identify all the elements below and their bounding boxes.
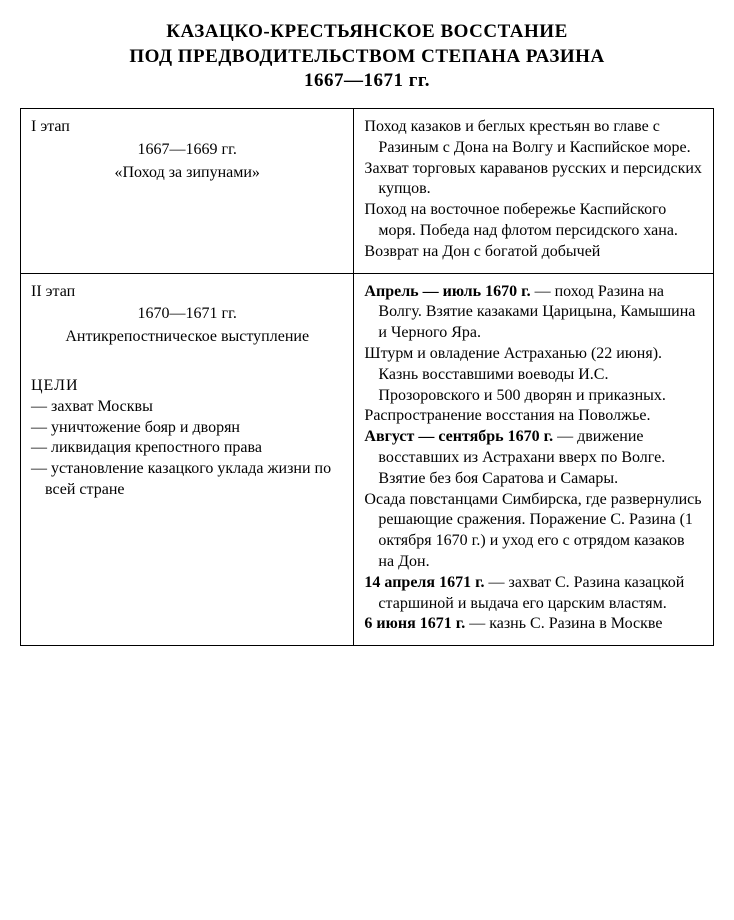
event-bold: 6 июня 1671 г. xyxy=(364,615,465,632)
stage2-subtitle: Антикрепостническое выступление xyxy=(31,327,343,348)
stage2-left-cell: II этап 1670—1671 гг. Антикрепостническо… xyxy=(21,273,354,646)
stage2-event: Осада повстанцами Симбирска, где разверн… xyxy=(364,490,703,573)
goal-item: — захват Москвы xyxy=(31,397,343,418)
title-line-2: ПОД ПРЕДВОДИТЕЛЬСТВОМ СТЕПАНА РАЗИНА xyxy=(20,45,714,70)
goal-item: — уничтожение бояр и дворян xyxy=(31,418,343,439)
event-bold: Апрель — июль 1670 г. xyxy=(364,283,530,300)
event-bold: Август — сентябрь 1670 г. xyxy=(364,428,553,445)
stage2-event: 6 июня 1671 г. — казнь С. Разина в Москв… xyxy=(364,614,703,635)
stage2-label: II этап xyxy=(31,282,343,303)
stage1-label: I этап xyxy=(31,117,343,138)
stage1-subtitle: «Поход за зипунами» xyxy=(31,163,343,184)
event-rest: — казнь С. Разина в Москве xyxy=(465,615,662,632)
stage2-dates: 1670—1671 гг. xyxy=(31,304,343,325)
goal-item: — установление казацкого уклада жизни по… xyxy=(31,459,343,501)
title-line-1: КАЗАЦКО-КРЕСТЬЯНСКОЕ ВОССТАНИЕ xyxy=(20,20,714,45)
stage1-right-cell: Поход казаков и беглых крестьян во главе… xyxy=(354,109,714,274)
stage2-event: Август — сентябрь 1670 г. — движение вос… xyxy=(364,427,703,489)
stage1-event: Захват торговых караванов русских и перс… xyxy=(364,159,703,201)
table-row: I этап 1667—1669 гг. «Поход за зипунами»… xyxy=(21,109,714,274)
stage2-event: Штурм и овладение Астраханью (22 июня). … xyxy=(364,344,703,406)
stage2-right-cell: Апрель — июль 1670 г. — поход Разина на … xyxy=(354,273,714,646)
stage2-event: Апрель — июль 1670 г. — поход Разина на … xyxy=(364,282,703,344)
stage1-event: Поход на восточное побережье Каспийского… xyxy=(364,200,703,242)
title-line-3: 1667—1671 гг. xyxy=(20,69,714,94)
stage2-event: 14 апреля 1671 г. — захват С. Разина каз… xyxy=(364,573,703,615)
event-bold: 14 апреля 1671 г. xyxy=(364,574,484,591)
goals-heading: ЦЕЛИ xyxy=(31,376,343,397)
stage1-left-cell: I этап 1667—1669 гг. «Поход за зипунами» xyxy=(21,109,354,274)
stage1-dates: 1667—1669 гг. xyxy=(31,140,343,161)
page-title: КАЗАЦКО-КРЕСТЬЯНСКОЕ ВОССТАНИЕ ПОД ПРЕДВ… xyxy=(20,20,714,94)
stage2-event: Распространение восстания на Поволжье. xyxy=(364,406,703,427)
main-table: I этап 1667—1669 гг. «Поход за зипунами»… xyxy=(20,108,714,646)
goal-item: — ликвидация крепостного права xyxy=(31,438,343,459)
stage1-event: Возврат на Дон с богатой добычей xyxy=(364,242,703,263)
table-row: II этап 1670—1671 гг. Антикрепостническо… xyxy=(21,273,714,646)
stage1-event: Поход казаков и беглых крестьян во главе… xyxy=(364,117,703,159)
